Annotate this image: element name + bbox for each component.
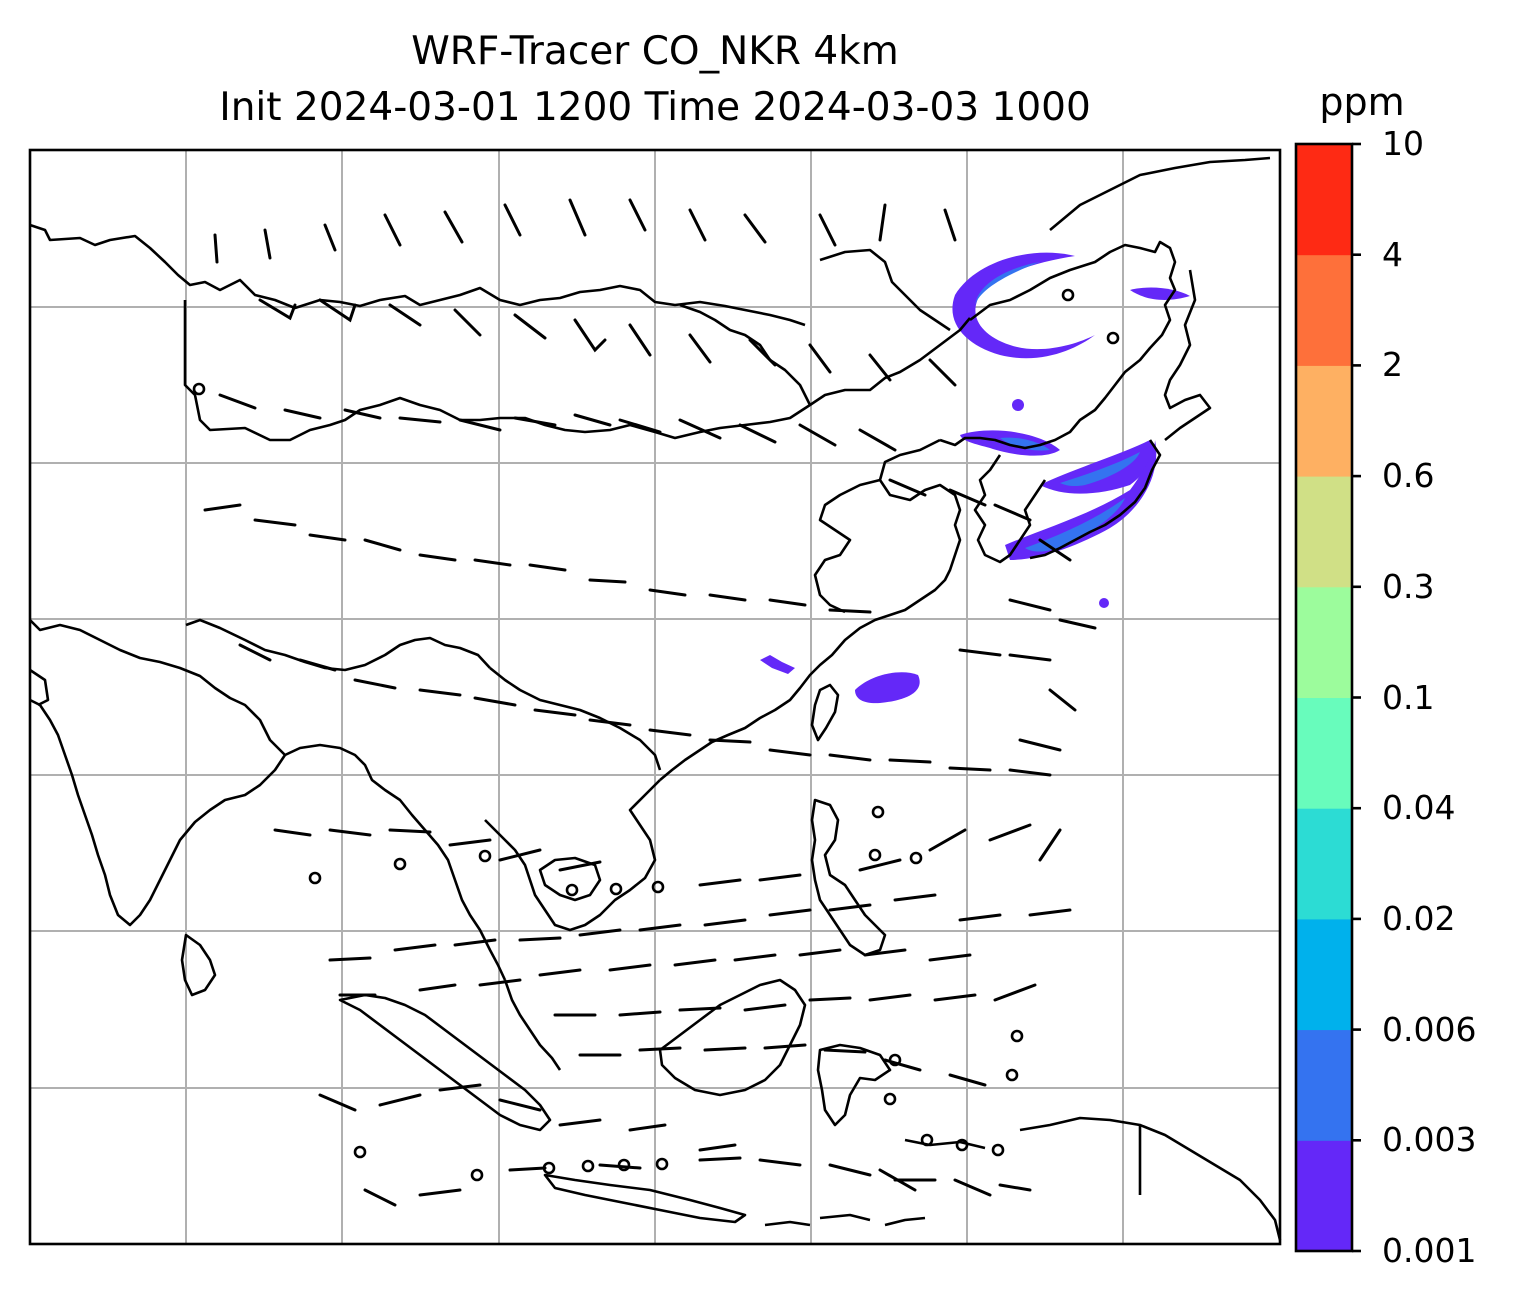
coast-china-north-inland xyxy=(679,303,812,406)
colorbar-tick-label: 0.006 xyxy=(1382,1009,1477,1049)
wind-barb xyxy=(328,893,1072,962)
colorbar-tick-label: 4 xyxy=(1382,234,1403,274)
calm-markers xyxy=(192,288,1120,1182)
colorbar-segment xyxy=(1296,586,1352,698)
colorbar-segment xyxy=(1296,476,1352,588)
coast-northeast-border xyxy=(819,248,951,332)
plume-band-north-core xyxy=(1000,437,1050,451)
colorbar-tick-label: 0.001 xyxy=(1382,1231,1477,1270)
plume-speck xyxy=(1012,399,1024,411)
coast-sumatra xyxy=(338,993,552,1132)
coast-java xyxy=(543,1173,747,1224)
coast-gulf-thailand xyxy=(538,856,602,902)
plume-taiwan-strait xyxy=(855,672,920,704)
plume-speck xyxy=(1099,598,1109,608)
coast-bohai xyxy=(813,478,881,614)
colorbar-tick-label: 0.6 xyxy=(1382,456,1435,496)
coast-japan xyxy=(1029,439,1162,560)
colorbar-tick-label: 0.003 xyxy=(1382,1120,1477,1160)
colorbar-segment xyxy=(1296,808,1352,920)
coast-lesser-sunda xyxy=(764,1138,986,1227)
wind-barb xyxy=(238,643,1052,777)
coast-malay xyxy=(503,979,562,1071)
wind-barb xyxy=(273,823,1062,887)
gridlines xyxy=(30,150,1280,1244)
coast-bangladesh-myanmar xyxy=(284,743,507,981)
colorbar-tick-label: 0.04 xyxy=(1382,788,1456,828)
figure-subtitle: Init 2024-03-01 1200 Time 2024-03-03 100… xyxy=(219,85,1091,130)
coast-far-east xyxy=(939,240,1177,450)
wind-barb xyxy=(258,298,957,387)
colorbar-tick-label: 0.3 xyxy=(1382,566,1435,606)
colorbar-tick-label: 10 xyxy=(1382,124,1424,163)
colorbar-segment xyxy=(1296,144,1352,256)
wind-barb xyxy=(338,948,972,997)
coast-newguinea xyxy=(1019,1116,1282,1241)
colorbar-tick-label: 0.1 xyxy=(1382,677,1435,717)
colorbar xyxy=(1296,142,1361,1253)
wind-barb xyxy=(218,393,897,452)
plume-coast-specks xyxy=(760,655,795,674)
coast-taiwan xyxy=(810,683,840,742)
coast-himalaya xyxy=(185,618,491,672)
colorbar-tick-label: 0.02 xyxy=(1382,898,1456,938)
colorbar-segment xyxy=(1296,365,1352,477)
coast-india xyxy=(29,619,287,927)
plume-band-korea-core xyxy=(1060,452,1140,487)
tracer-plumes xyxy=(760,252,1190,704)
colorbar-frame xyxy=(1294,142,1354,1253)
coast-sakhalin xyxy=(1163,269,1212,442)
wind-barbs xyxy=(203,198,1097,1207)
coast-sulawesi xyxy=(816,1043,892,1127)
colorbar-segment xyxy=(1296,254,1352,366)
coast-china-east xyxy=(659,438,962,781)
coast-borneo xyxy=(658,978,807,1097)
wind-barb xyxy=(578,1043,987,1087)
wind-barb xyxy=(553,983,1037,1017)
coastlines xyxy=(29,156,1282,1241)
border-mongolia xyxy=(183,300,971,442)
coast-srilanka xyxy=(180,933,217,997)
plume-band-south-core xyxy=(1025,498,1125,552)
figure-title: WRF-Tracer CO_NKR 4km xyxy=(411,29,899,74)
coast-india-west xyxy=(29,668,50,707)
colorbar-segment xyxy=(1296,1140,1352,1252)
wind-barb xyxy=(203,503,872,614)
colorbar-segment xyxy=(1296,697,1352,809)
colorbar-segment xyxy=(1296,918,1352,1031)
colorbar-unit: ppm xyxy=(1319,80,1405,124)
colorbar-segment xyxy=(1296,1029,1352,1141)
coast-hudson xyxy=(1049,156,1271,231)
wind-barb xyxy=(888,478,1097,752)
wind-barb xyxy=(213,198,957,264)
plume-band-korea xyxy=(1040,440,1154,494)
plume-northeast-swirl xyxy=(952,252,1095,359)
coast-central-asia xyxy=(29,223,806,327)
map-border xyxy=(28,148,1282,1246)
coast-philippines xyxy=(810,798,887,957)
border-china-south xyxy=(489,666,662,771)
wind-barb xyxy=(318,1083,937,1182)
coast-korea xyxy=(973,454,1047,564)
colorbar-tick-label: 2 xyxy=(1382,345,1403,385)
